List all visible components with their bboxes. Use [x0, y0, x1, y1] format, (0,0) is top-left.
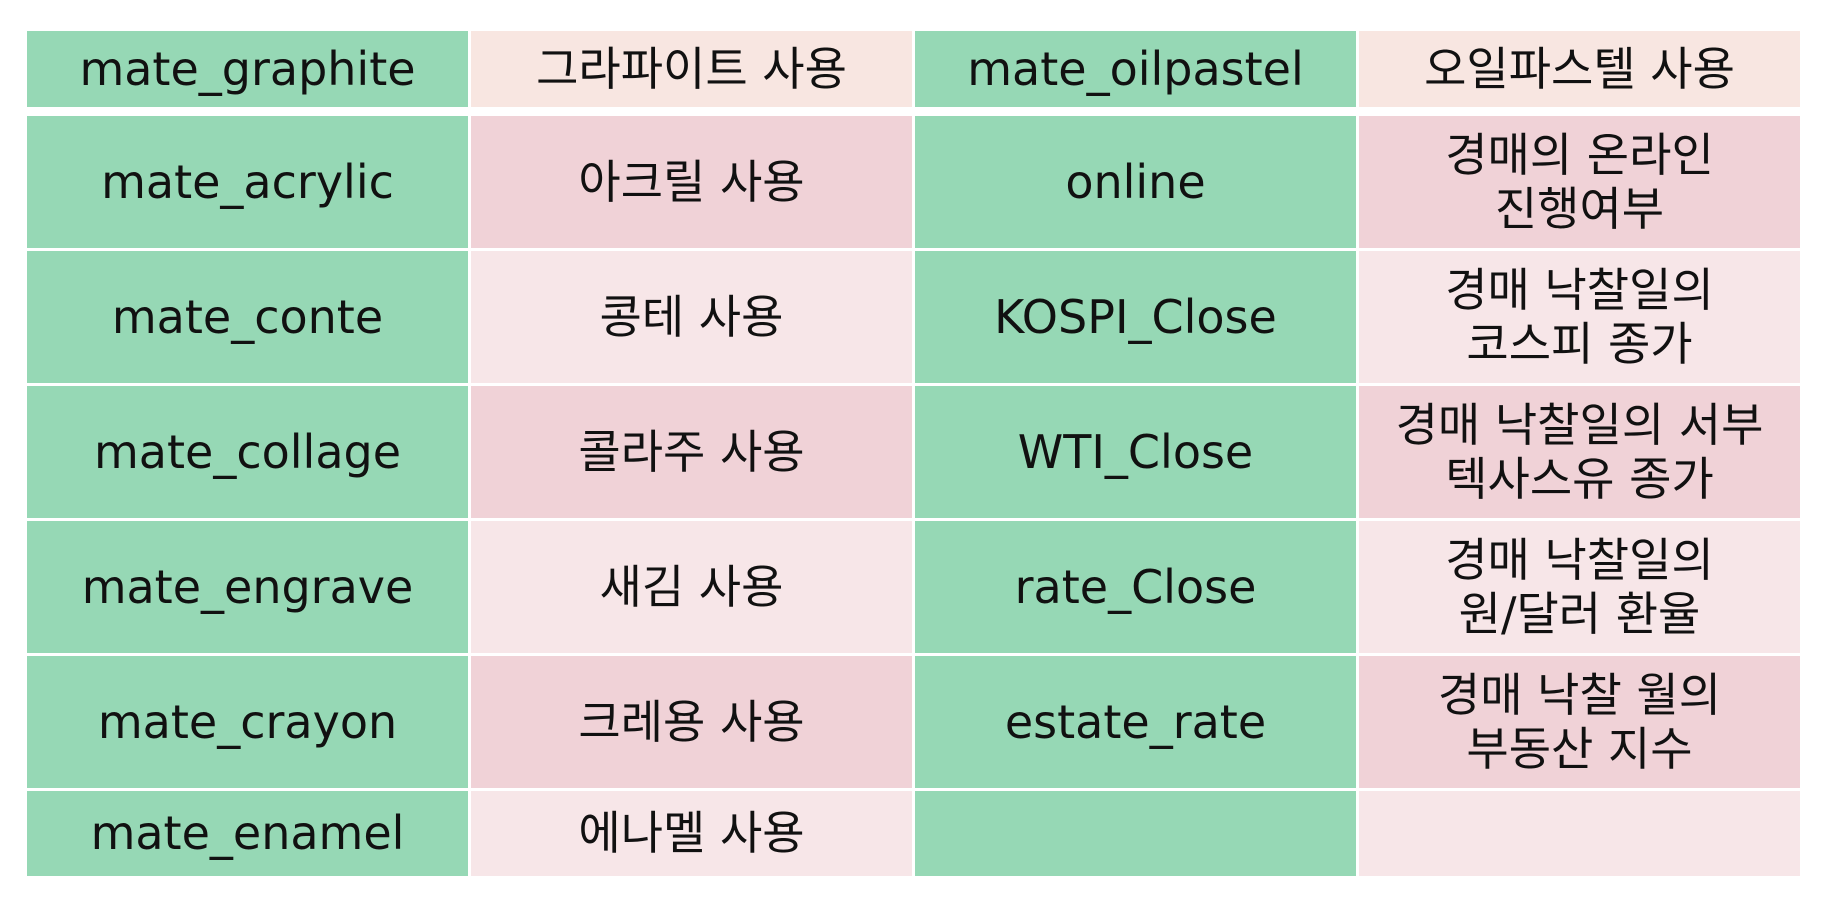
table-cell-description: 콩테 사용 — [471, 251, 912, 383]
table-cell-description: 아크릴 사용 — [471, 116, 912, 248]
table-cell-variable: mate_crayon — [27, 656, 468, 788]
table-cell-variable: mate_graphite — [27, 31, 468, 107]
table-cell-description: 오일파스텔 사용 — [1359, 31, 1800, 107]
table-cell-description: 크레용 사용 — [471, 656, 912, 788]
variable-description-table: mate_graphite 그라파이트 사용 mate_oilpastel 오일… — [27, 31, 1800, 884]
table-cell-description: 새김 사용 — [471, 521, 912, 653]
table-cell-description: 경매 낙찰 월의 부동산 지수 — [1359, 656, 1800, 788]
table-cell-variable: online — [915, 116, 1356, 248]
table-cell-variable: mate_acrylic — [27, 116, 468, 248]
table-cell-description: 콜라주 사용 — [471, 386, 912, 518]
table-cell-variable: mate_conte — [27, 251, 468, 383]
table-cell-description: 경매의 온라인 진행여부 — [1359, 116, 1800, 248]
table-cell-description — [1359, 791, 1800, 876]
table-cell-variable: mate_collage — [27, 386, 468, 518]
table-cell-variable: mate_enamel — [27, 791, 468, 876]
table-cell-description: 경매 낙찰일의 원/달러 환율 — [1359, 521, 1800, 653]
table-cell-variable: WTI_Close — [915, 386, 1356, 518]
table-cell-description: 에나멜 사용 — [471, 791, 912, 876]
table-cell-variable — [915, 791, 1356, 876]
table-cell-description: 경매 낙찰일의 서부 텍사스유 종가 — [1359, 386, 1800, 518]
table-cell-variable: rate_Close — [915, 521, 1356, 653]
table-cell-variable: mate_engrave — [27, 521, 468, 653]
table-cell-description: 경매 낙찰일의 코스피 종가 — [1359, 251, 1800, 383]
table-cell-variable: KOSPI_Close — [915, 251, 1356, 383]
table-cell-variable: mate_oilpastel — [915, 31, 1356, 107]
table-cell-description: 그라파이트 사용 — [471, 31, 912, 107]
table-cell-variable: estate_rate — [915, 656, 1356, 788]
